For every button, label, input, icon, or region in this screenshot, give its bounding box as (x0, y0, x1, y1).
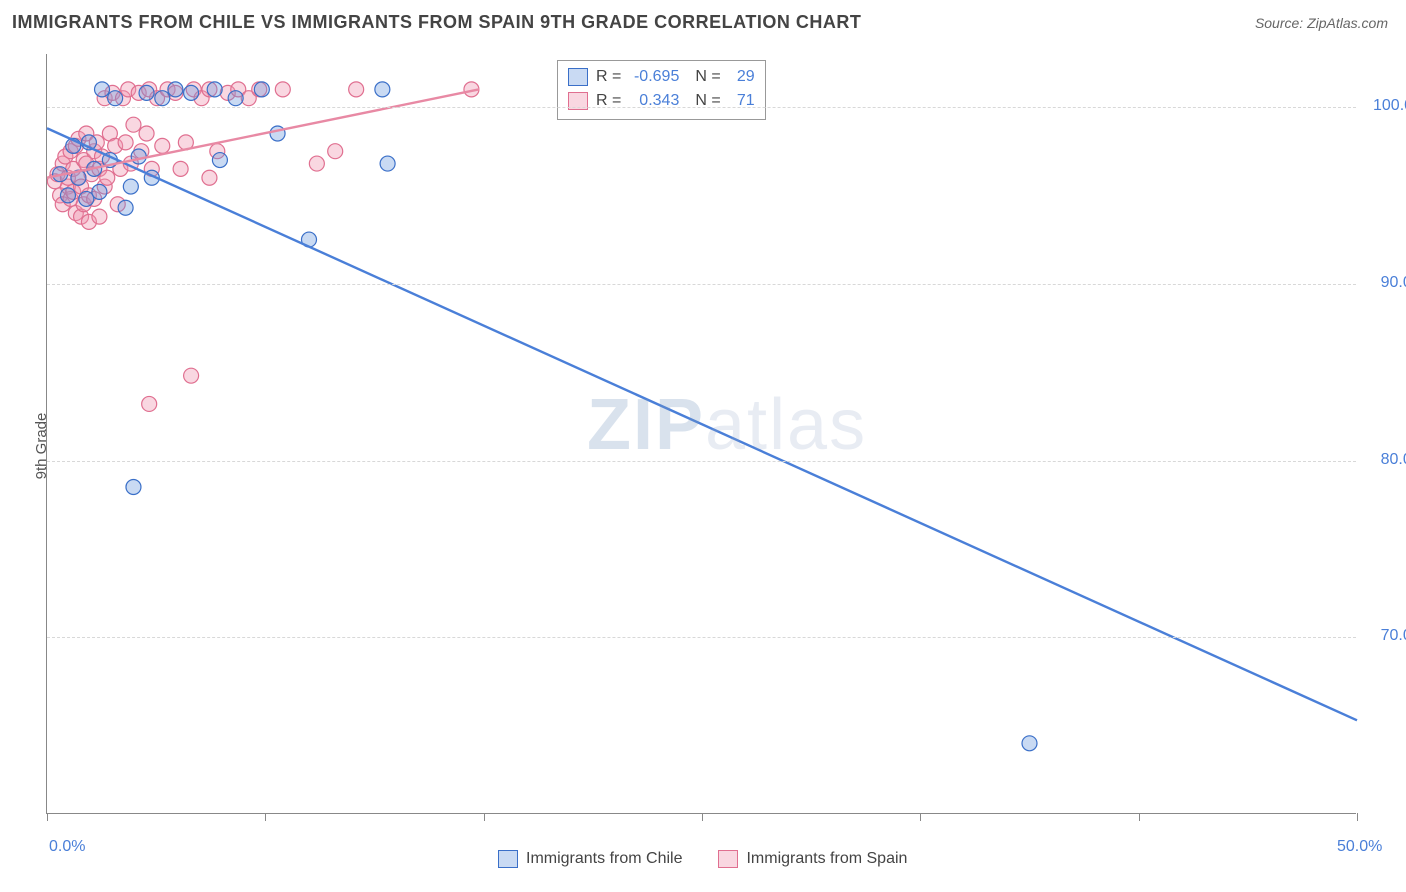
legend-row-chile: R = -0.695 N = 29 (568, 65, 755, 89)
x-tick (920, 813, 921, 821)
r-value-spain: 0.343 (629, 89, 679, 113)
chart-plot-area: ZIPatlas R = -0.695 N = 29 R = 0.343 N =… (46, 54, 1356, 814)
legend-label-chile: Immigrants from Chile (526, 850, 682, 868)
swatch-chile-bottom (498, 850, 518, 868)
x-tick (1139, 813, 1140, 821)
legend-label-spain: Immigrants from Spain (746, 850, 907, 868)
r-label: R = (596, 65, 621, 89)
gridline-h (47, 107, 1356, 108)
r-label: R = (596, 89, 621, 113)
swatch-spain-bottom (718, 850, 738, 868)
source-attribution: Source: ZipAtlas.com (1255, 15, 1388, 31)
y-tick-label: 100.0% (1373, 97, 1406, 115)
n-value-chile: 29 (729, 65, 755, 89)
chart-title: IMMIGRANTS FROM CHILE VS IMMIGRANTS FROM… (12, 12, 861, 33)
x-tick (484, 813, 485, 821)
correlation-legend: R = -0.695 N = 29 R = 0.343 N = 71 (557, 60, 766, 120)
scatter-plot-svg (47, 54, 1356, 813)
y-tick-label: 80.0% (1373, 451, 1406, 469)
legend-item-chile: Immigrants from Chile (498, 850, 682, 868)
x-tick (265, 813, 266, 821)
x-tick (47, 813, 48, 821)
swatch-chile (568, 68, 588, 86)
x-tick (702, 813, 703, 821)
n-label: N = (695, 65, 720, 89)
y-tick-label: 70.0% (1373, 627, 1406, 645)
gridline-h (47, 637, 1356, 638)
r-value-chile: -0.695 (629, 65, 679, 89)
y-tick-label: 90.0% (1373, 274, 1406, 292)
series-legend: Immigrants from Chile Immigrants from Sp… (498, 850, 907, 868)
n-value-spain: 71 (729, 89, 755, 113)
legend-item-spain: Immigrants from Spain (718, 850, 907, 868)
legend-row-spain: R = 0.343 N = 71 (568, 89, 755, 113)
x-tick-label-max: 50.0% (1337, 838, 1382, 856)
x-tick-label-min: 0.0% (49, 838, 85, 856)
n-label: N = (695, 89, 720, 113)
gridline-h (47, 284, 1356, 285)
x-tick (1357, 813, 1358, 821)
gridline-h (47, 461, 1356, 462)
